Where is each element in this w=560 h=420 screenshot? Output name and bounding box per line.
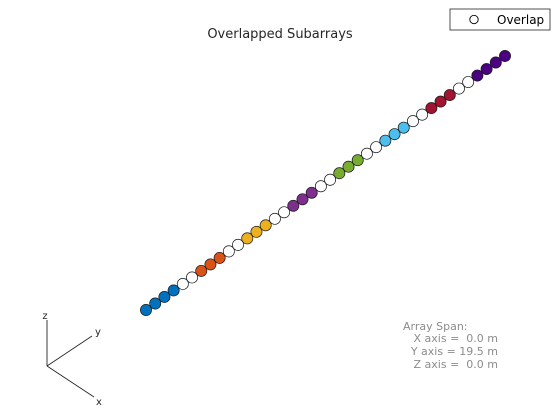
array-element-16 bbox=[278, 206, 291, 219]
array-element-21 bbox=[324, 173, 337, 186]
array-element-19 bbox=[305, 186, 318, 199]
array-element-37 bbox=[471, 69, 484, 82]
array-element-11 bbox=[232, 238, 244, 251]
array-element-18 bbox=[296, 193, 309, 206]
y-axis-line bbox=[46, 335, 93, 367]
array-element-33 bbox=[434, 95, 447, 108]
z-axis-label: z bbox=[42, 311, 47, 322]
array-element-20 bbox=[314, 180, 327, 193]
array-element-34 bbox=[443, 89, 456, 102]
y-axis-label: y bbox=[95, 327, 101, 338]
array-element-31 bbox=[416, 108, 429, 121]
array-element-35 bbox=[453, 82, 465, 95]
array-span-x: X axis = 0.0 m bbox=[414, 332, 498, 345]
x-axis-line bbox=[46, 365, 95, 398]
array-element-3 bbox=[158, 291, 171, 303]
array-element-29 bbox=[397, 121, 410, 134]
array-element-26 bbox=[370, 141, 383, 154]
array-element-22 bbox=[333, 167, 346, 180]
array-element-24 bbox=[351, 154, 364, 167]
array-element-28 bbox=[388, 128, 401, 141]
array-element-36 bbox=[462, 76, 475, 89]
array-element-39 bbox=[489, 56, 502, 69]
array-element-27 bbox=[379, 134, 392, 147]
array-element-4 bbox=[167, 284, 180, 297]
array-element-6 bbox=[186, 271, 198, 284]
legend-marker bbox=[469, 14, 479, 25]
array-element-1 bbox=[140, 304, 152, 316]
array-element-12 bbox=[241, 232, 254, 245]
legend-box bbox=[449, 8, 551, 31]
array-element-32 bbox=[425, 102, 438, 115]
array-element-14 bbox=[259, 219, 272, 232]
x-axis-label: x bbox=[96, 397, 102, 408]
array-element-23 bbox=[342, 160, 355, 173]
array-elements bbox=[140, 50, 511, 316]
legend-label: Overlap bbox=[497, 13, 544, 27]
array-element-40 bbox=[499, 50, 511, 62]
array-span-annotation: Array Span: X axis = 0.0 m Y axis = 19.5… bbox=[403, 320, 498, 371]
array-element-7 bbox=[195, 264, 208, 277]
array-element-38 bbox=[480, 63, 493, 75]
chart-title: Overlapped Subarrays bbox=[207, 27, 353, 42]
array-element-13 bbox=[250, 225, 263, 238]
array-element-5 bbox=[176, 278, 189, 290]
array-span-heading: Array Span: bbox=[403, 320, 468, 333]
array-element-25 bbox=[360, 147, 373, 160]
array-element-10 bbox=[222, 245, 235, 258]
legend[interactable]: Overlap bbox=[449, 8, 551, 31]
array-element-15 bbox=[268, 212, 281, 225]
array-element-8 bbox=[204, 258, 217, 271]
axis-triad: z y x bbox=[42, 311, 102, 408]
array-element-17 bbox=[287, 199, 300, 212]
array-element-2 bbox=[149, 297, 162, 310]
array-element-9 bbox=[213, 251, 226, 264]
array-element-30 bbox=[407, 115, 419, 128]
array-span-z: Z axis = 0.0 m bbox=[414, 358, 498, 371]
array-span-y: Y axis = 19.5 m bbox=[410, 345, 498, 358]
